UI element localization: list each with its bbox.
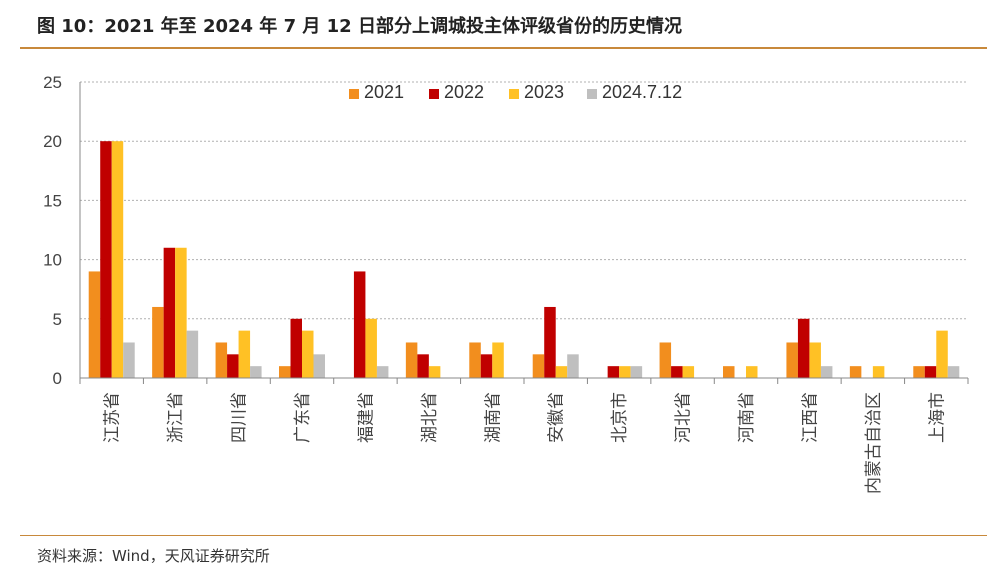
bar-2021-上海市 (913, 366, 925, 378)
bar-2022-福建省 (353, 271, 366, 378)
legend-label: 2024.7.12 (602, 82, 682, 102)
y-axis-ticks: 0 5 10 15 20 25 (43, 73, 62, 388)
x-category-label: 四川省 (230, 392, 250, 443)
x-category-label: 河南省 (737, 392, 757, 443)
x-category-label: 浙江省 (166, 392, 186, 443)
bar-2023-河南省 (746, 366, 758, 378)
x-category-label: 湖北省 (420, 392, 440, 443)
bar-2022-江苏省 (100, 141, 112, 378)
bar-2023-江西省 (809, 342, 821, 378)
bar-2024.7.12-广东省 (313, 354, 325, 378)
bar-2023-安徽省 (555, 366, 568, 378)
bar-2021-江西省 (786, 342, 798, 378)
bar-2023-江苏省 (111, 141, 124, 378)
bar-2023-湖南省 (492, 342, 504, 378)
legend-label: 2023 (524, 82, 564, 102)
bar-2023-上海市 (936, 330, 948, 378)
gridlines (80, 81, 968, 320)
x-axis-labels: 江苏省 浙江省 四川省 广东省 福建省 湖北省 湖南省 安徽省 北京市 河北省 河南省 江西省 内蒙古自… (103, 392, 948, 494)
bar-2022-广东省 (290, 318, 302, 378)
bar-2024.7.12-安徽省 (567, 354, 579, 378)
chart-title: 图 10：2021 年至 2024 年 7 月 12 日部分上调城投主体评级省份… (37, 16, 682, 37)
bar-2021-河南省 (723, 366, 735, 378)
axes (79, 82, 969, 384)
bar-2023-广东省 (302, 330, 314, 378)
x-category-label: 江苏省 (103, 392, 123, 443)
y-tick-label: 25 (43, 73, 62, 92)
bar-2022-北京市 (607, 366, 620, 378)
bar-2024.7.12-浙江省 (186, 330, 199, 378)
bar-2021-安徽省 (532, 354, 545, 378)
x-category-label: 上海市 (927, 392, 947, 443)
bar-2024.7.12-江苏省 (123, 342, 135, 378)
bar-2023-湖北省 (428, 366, 441, 378)
bar-2024.7.12-四川省 (250, 366, 262, 378)
bar-2022-安徽省 (544, 306, 556, 378)
bar-chart: 0 5 10 15 20 25 江苏省 浙江省 四川省 广东省 福建省 湖北省 湖南省 安徽省 北京市 河北… (43, 73, 969, 494)
bar-2021-内蒙古自治区 (849, 366, 862, 378)
bar-2022-四川省 (227, 354, 239, 378)
bar-2023-河北省 (682, 366, 695, 378)
bar-2024.7.12-上海市 (947, 366, 960, 378)
legend-label: 2022 (444, 82, 484, 102)
bar-2024.7.12-江西省 (820, 366, 833, 378)
x-category-label: 河北省 (674, 392, 694, 443)
x-category-label: 安徽省 (547, 392, 567, 443)
x-category-label: 湖南省 (483, 392, 503, 443)
legend-swatch (509, 89, 519, 99)
bar-2021-四川省 (215, 342, 228, 378)
y-tick-label: 20 (43, 132, 62, 151)
bar-2021-湖北省 (405, 342, 418, 378)
bar-2022-浙江省 (163, 247, 176, 378)
bar-2023-北京市 (619, 366, 631, 378)
x-category-label: 福建省 (356, 392, 376, 443)
legend: 2021 2022 2023 2024.7.12 (349, 82, 682, 102)
footer-divider (20, 535, 987, 536)
legend-label: 2021 (364, 82, 404, 102)
bar-2023-四川省 (238, 330, 251, 378)
bar-2023-福建省 (365, 318, 377, 378)
bar-2022-湖北省 (417, 354, 429, 378)
x-category-label: 内蒙古自治区 (864, 392, 884, 494)
title-divider (20, 47, 987, 49)
bar-2021-浙江省 (152, 306, 164, 378)
bar-2023-浙江省 (175, 247, 187, 378)
bar-2023-内蒙古自治区 (872, 366, 885, 378)
x-category-label: 江西省 (800, 392, 820, 443)
source-note: 资料来源：Wind，天风证券研究所 (37, 547, 270, 565)
bar-2021-广东省 (279, 366, 291, 378)
bar-2022-江西省 (797, 318, 810, 378)
y-tick-label: 5 (53, 310, 62, 329)
legend-swatch (429, 89, 439, 99)
bar-2024.7.12-北京市 (630, 366, 643, 378)
x-category-label: 广东省 (293, 392, 313, 443)
bar-2024.7.12-福建省 (376, 366, 389, 378)
y-tick-label: 0 (53, 369, 62, 388)
bar-2021-河北省 (659, 342, 672, 378)
y-tick-label: 15 (43, 191, 62, 210)
legend-swatch (349, 89, 359, 99)
y-tick-label: 10 (43, 251, 62, 270)
bar-2021-江苏省 (88, 271, 101, 378)
x-category-label: 北京市 (610, 392, 630, 443)
bar-2021-湖南省 (469, 342, 481, 378)
bar-2022-河北省 (671, 366, 683, 378)
legend-swatch (587, 89, 597, 99)
bar-2022-湖南省 (480, 354, 493, 378)
bars (88, 141, 960, 378)
bar-2022-上海市 (924, 366, 937, 378)
